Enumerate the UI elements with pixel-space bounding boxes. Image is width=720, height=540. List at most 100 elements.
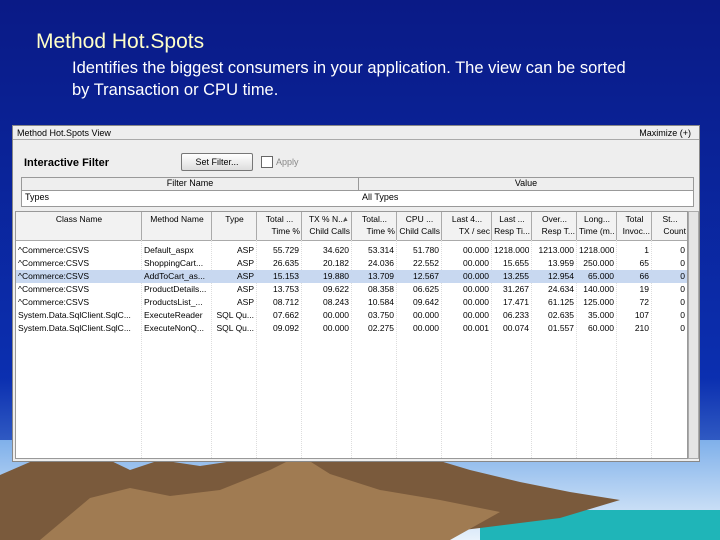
table-cell: 31.267 [503,284,529,294]
table-cell: 0 [680,323,685,333]
table-cell: 00.000 [463,297,489,307]
table-cell: 00.000 [463,284,489,294]
table-cell: 60.000 [588,323,614,333]
table-cell: 53.314 [368,245,394,255]
column-divider [301,240,302,458]
column-header[interactable] [442,212,492,241]
table-cell: 66 [639,271,649,281]
table-cell: 06.625 [413,284,439,294]
table-cell: 13.255 [503,271,529,281]
filter-cell: Types [25,192,50,202]
column-divider [576,240,577,458]
table-cell: 61.125 [548,297,574,307]
column-divider [141,240,142,458]
selected-row[interactable] [16,270,687,283]
table-cell: 07.662 [273,310,299,320]
slide-title: Method Hot.Spots [36,30,205,53]
column-header[interactable] [16,212,142,241]
table-cell: ^Commerce:CSVS [18,258,90,268]
column-header[interactable] [532,212,577,241]
table-cell: 00.000 [463,310,489,320]
hotspots-table: Class Name Method Name Type Total ... Time %… [15,211,688,459]
table-cell: 19.880 [323,271,349,281]
column-header[interactable] [492,212,532,241]
table-cell: 107 [634,310,649,320]
table-cell: System.Data.SqlClient.SqlC... [18,323,131,333]
table-cell: 00.000 [413,323,439,333]
table-cell: 10.584 [368,297,394,307]
table-cell: 01.557 [548,323,574,333]
table-cell: 13.959 [548,258,574,268]
table-cell: 24.634 [548,284,574,294]
apply-checkbox[interactable] [261,156,273,168]
column-header[interactable] [652,212,687,241]
sort-arrow: ▲ [342,216,349,223]
header-text: Count [663,226,686,236]
table-cell: 0 [680,271,685,281]
header-text: Type [225,214,244,224]
table-cell: 17.471 [503,297,529,307]
header-text: Child Calls [399,226,440,236]
header-text: Time (m... [579,226,615,236]
header-text: Child Calls [309,226,350,236]
table-cell: 1218.000 [494,245,529,255]
table-cell: ExecuteNonQ... [144,323,205,333]
table-cell: ASP [236,284,254,294]
column-divider [651,240,652,458]
column-header[interactable] [142,212,212,241]
column-header[interactable] [577,212,617,241]
header-text: Total [625,214,644,224]
column-divider [441,240,442,458]
table-cell: 1218.000 [579,245,614,255]
table-cell: ASP [236,297,254,307]
table-cell: 00.000 [463,245,489,255]
column-header[interactable] [397,212,442,241]
filter-header: Value [359,178,693,191]
slide-subtitle: Identifies the biggest consumers in your… [72,59,626,99]
header-text: Resp Ti... [494,226,530,236]
column-header[interactable] [257,212,302,241]
column-header[interactable] [212,212,257,241]
column-divider [491,240,492,458]
table-cell: 06.233 [503,310,529,320]
header-text: TX / sec [458,226,490,236]
header-text: Last 4... [451,214,483,224]
window-title: Method Hot.Spots View [17,128,111,138]
hotspots-window: Method Hot.Spots View Maximize (+) Inter… [12,125,700,462]
column-header[interactable] [352,212,397,241]
header-text: Last ... [499,214,525,224]
table-cell: System.Data.SqlClient.SqlC... [18,310,131,320]
header-text: Method Name [150,214,204,224]
table-cell: 08.243 [323,297,349,307]
table-cell: 0 [680,310,685,320]
table-cell: 0 [680,297,685,307]
column-header[interactable] [617,212,652,241]
table-cell: 09.092 [273,323,299,333]
table-cell: 1 [644,245,649,255]
table-cell: 1213.000 [538,245,574,255]
header-text: St... [662,214,678,224]
table-cell: ^Commerce:CSVS [18,271,90,281]
table-cell: 0 [680,258,685,268]
header-text: Class Name [55,214,103,224]
table-cell: 00.000 [323,323,349,333]
table-cell: ^Commerce:CSVS [18,297,90,307]
table-cell: ASP [236,245,254,255]
table-cell: 12.567 [413,271,439,281]
column-header[interactable] [302,212,352,241]
filter-cell: All Types [362,192,399,202]
table-cell: 03.750 [368,310,394,320]
filter-table: Filter Name Value Types All Types [21,177,694,207]
set-filter-button[interactable]: Set Filter... [181,153,253,171]
table-cell: 26.635 [273,258,299,268]
filter-header: Filter Name [22,178,359,191]
scrollbar[interactable] [688,211,699,459]
table-cell: 19 [639,284,649,294]
table-cell: 00.001 [463,323,489,333]
table-cell: ASP [236,258,254,268]
table-cell: 22.552 [413,258,439,268]
table-cell: ^Commerce:CSVS [18,245,90,255]
maximize-button[interactable]: Maximize (+) [639,128,691,138]
table-cell: AddToCart_as... [144,271,205,281]
